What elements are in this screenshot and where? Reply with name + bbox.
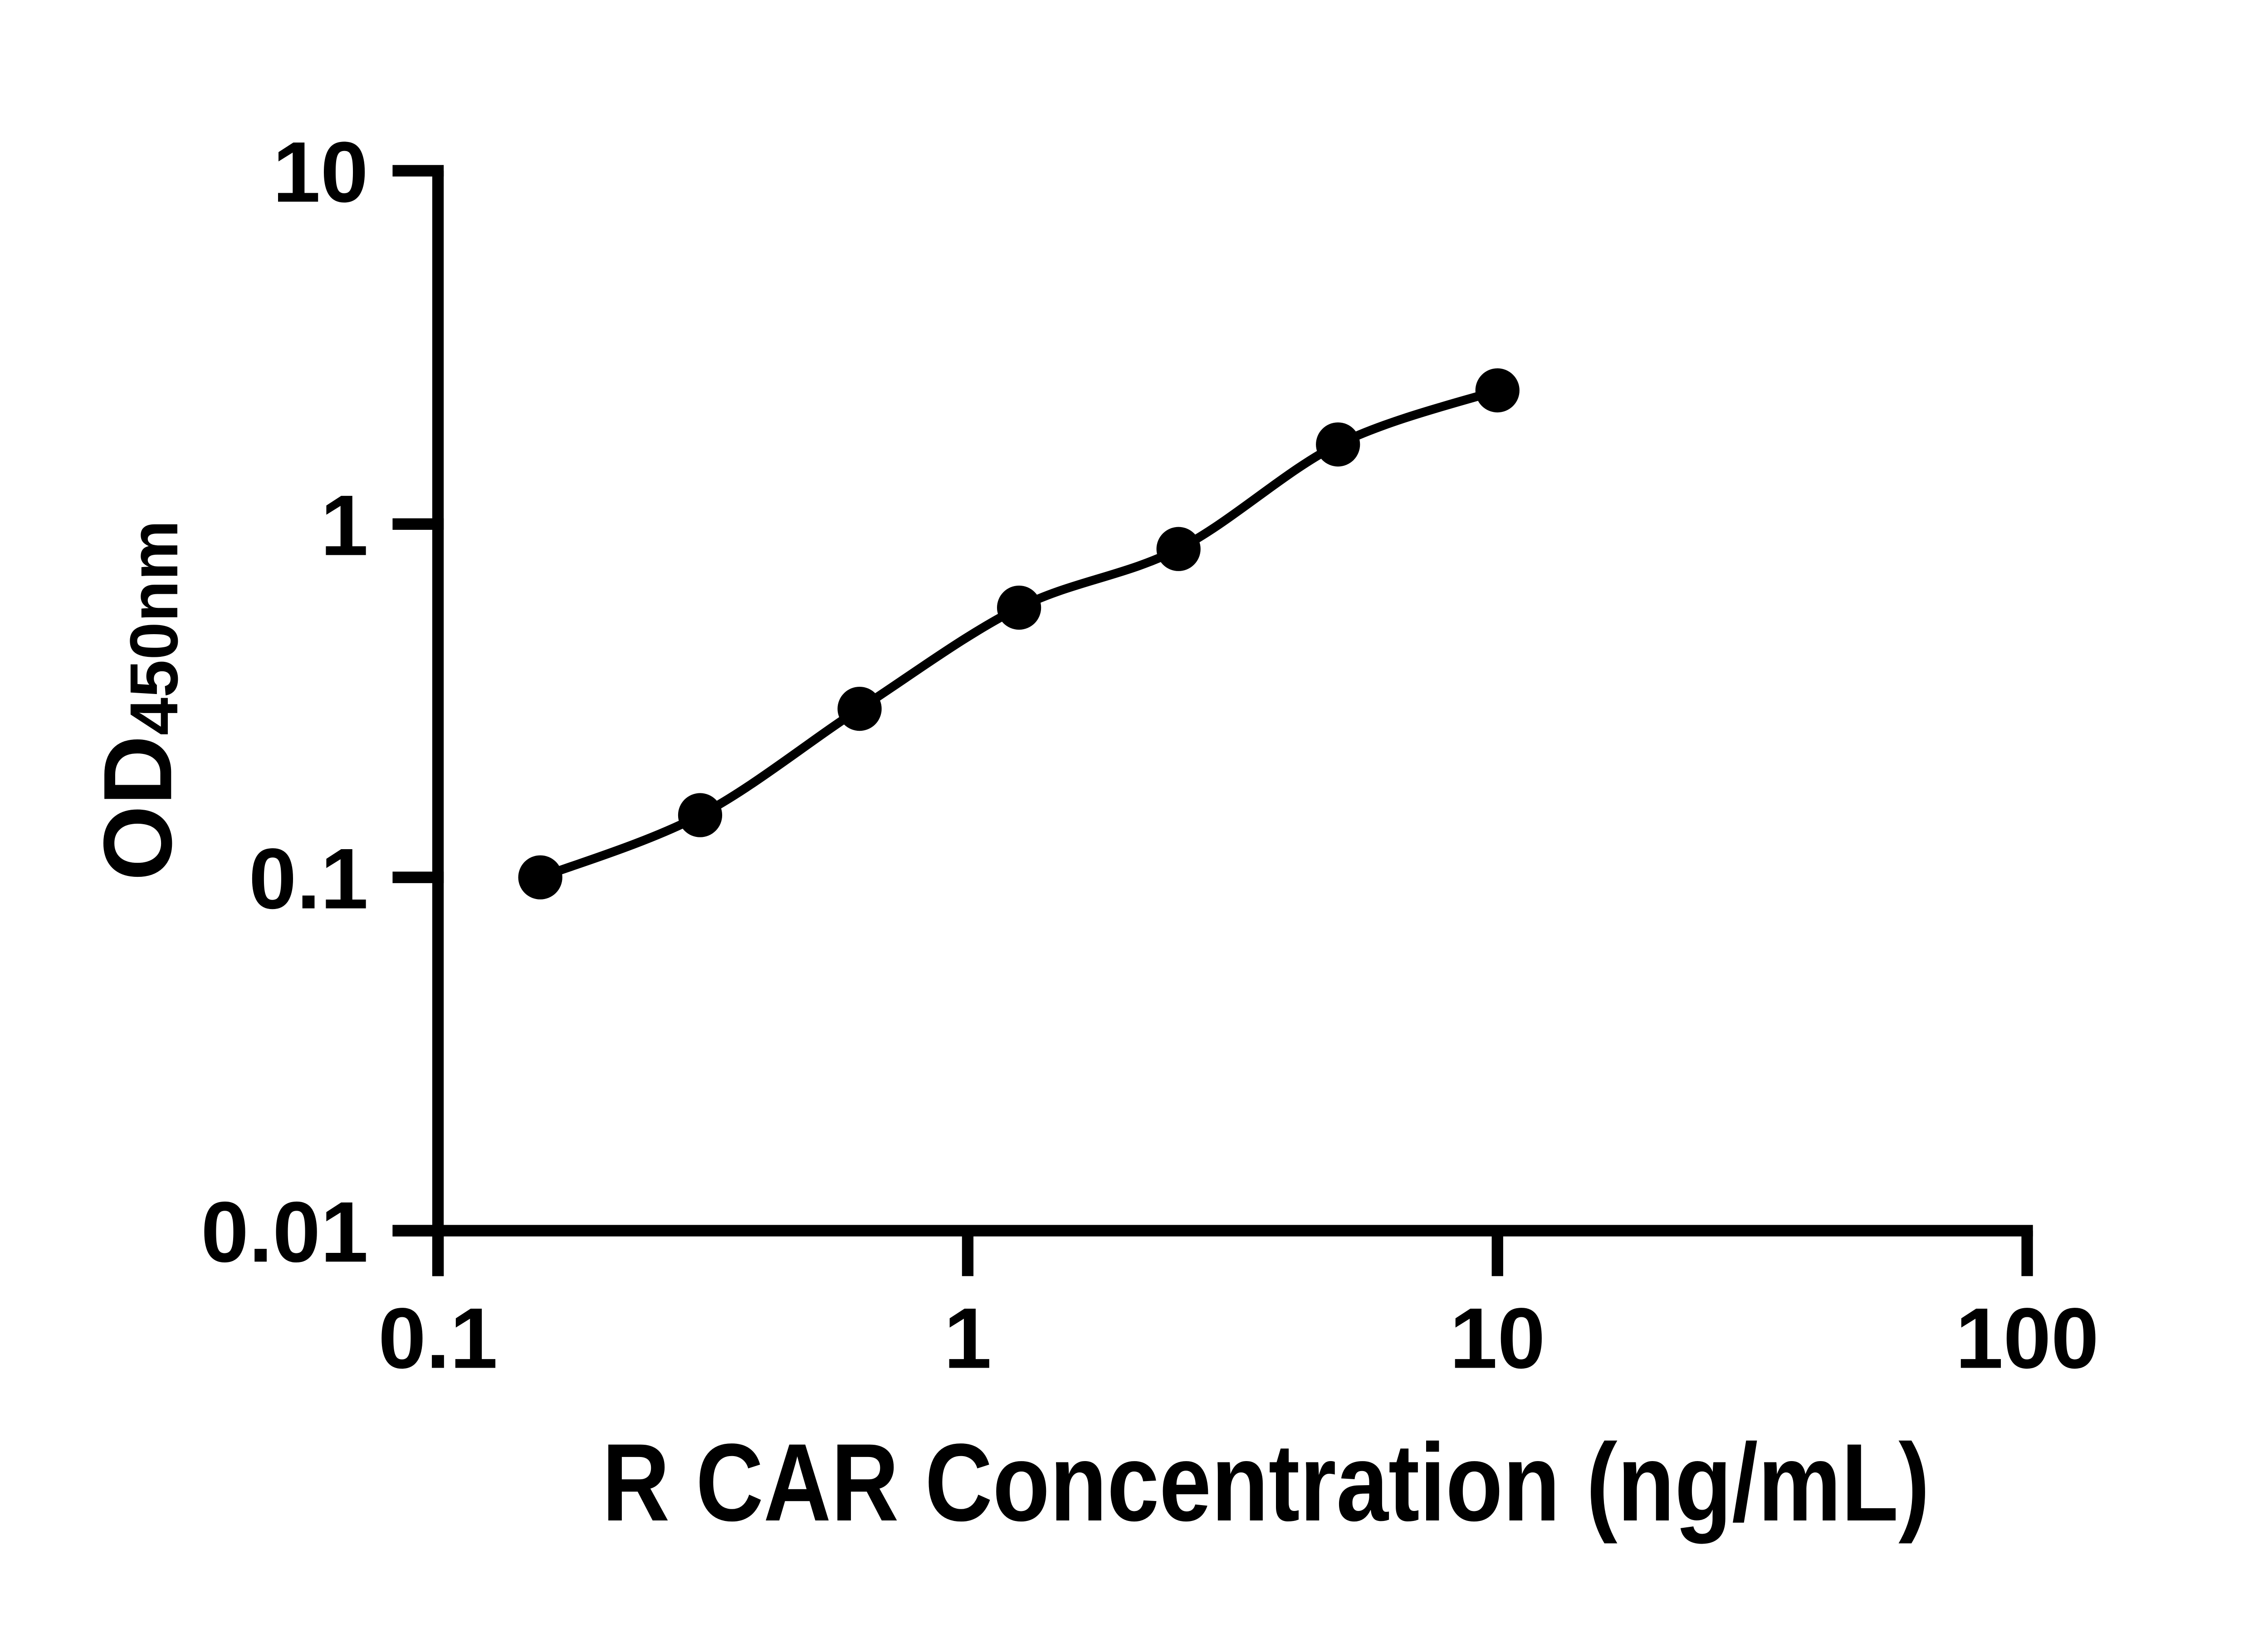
x-tick-label-1: 1 bbox=[944, 1290, 992, 1386]
data-point-2.5 bbox=[1156, 527, 1201, 571]
y-tick-label-0.01: 0.01 bbox=[201, 1184, 368, 1280]
y-tick-label-10: 10 bbox=[273, 124, 368, 220]
x-axis-ticks bbox=[432, 1231, 2033, 1276]
x-tick-label-10: 10 bbox=[1450, 1290, 1545, 1386]
data-points bbox=[518, 368, 1520, 900]
data-point-5 bbox=[1316, 422, 1360, 467]
chart-background bbox=[0, 22, 2268, 1611]
x-axis-tick-labels: 0.1 1 10 100 bbox=[378, 1290, 2099, 1386]
data-point-10 bbox=[1475, 368, 1520, 413]
x-tick-label-0.1: 0.1 bbox=[378, 1290, 498, 1386]
data-point-1.25 bbox=[997, 585, 1041, 630]
y-axis-title: OD450nm bbox=[83, 520, 192, 881]
y-axis-tick-labels: 10 1 0.1 0.01 bbox=[201, 124, 368, 1281]
data-point-0.625 bbox=[837, 686, 882, 731]
y-axis-title-main: OD bbox=[83, 735, 192, 881]
data-point-0.156 bbox=[518, 855, 562, 900]
y-tick-label-1: 1 bbox=[320, 478, 368, 574]
x-axis-title: R CAR Concentration (ng/mL) bbox=[602, 1421, 1930, 1544]
y-axis-title-subscript: 450nm bbox=[116, 520, 192, 735]
x-tick-label-100: 100 bbox=[1955, 1290, 2099, 1386]
data-point-0.3125 bbox=[678, 793, 723, 837]
y-tick-label-0.1: 0.1 bbox=[249, 831, 368, 927]
